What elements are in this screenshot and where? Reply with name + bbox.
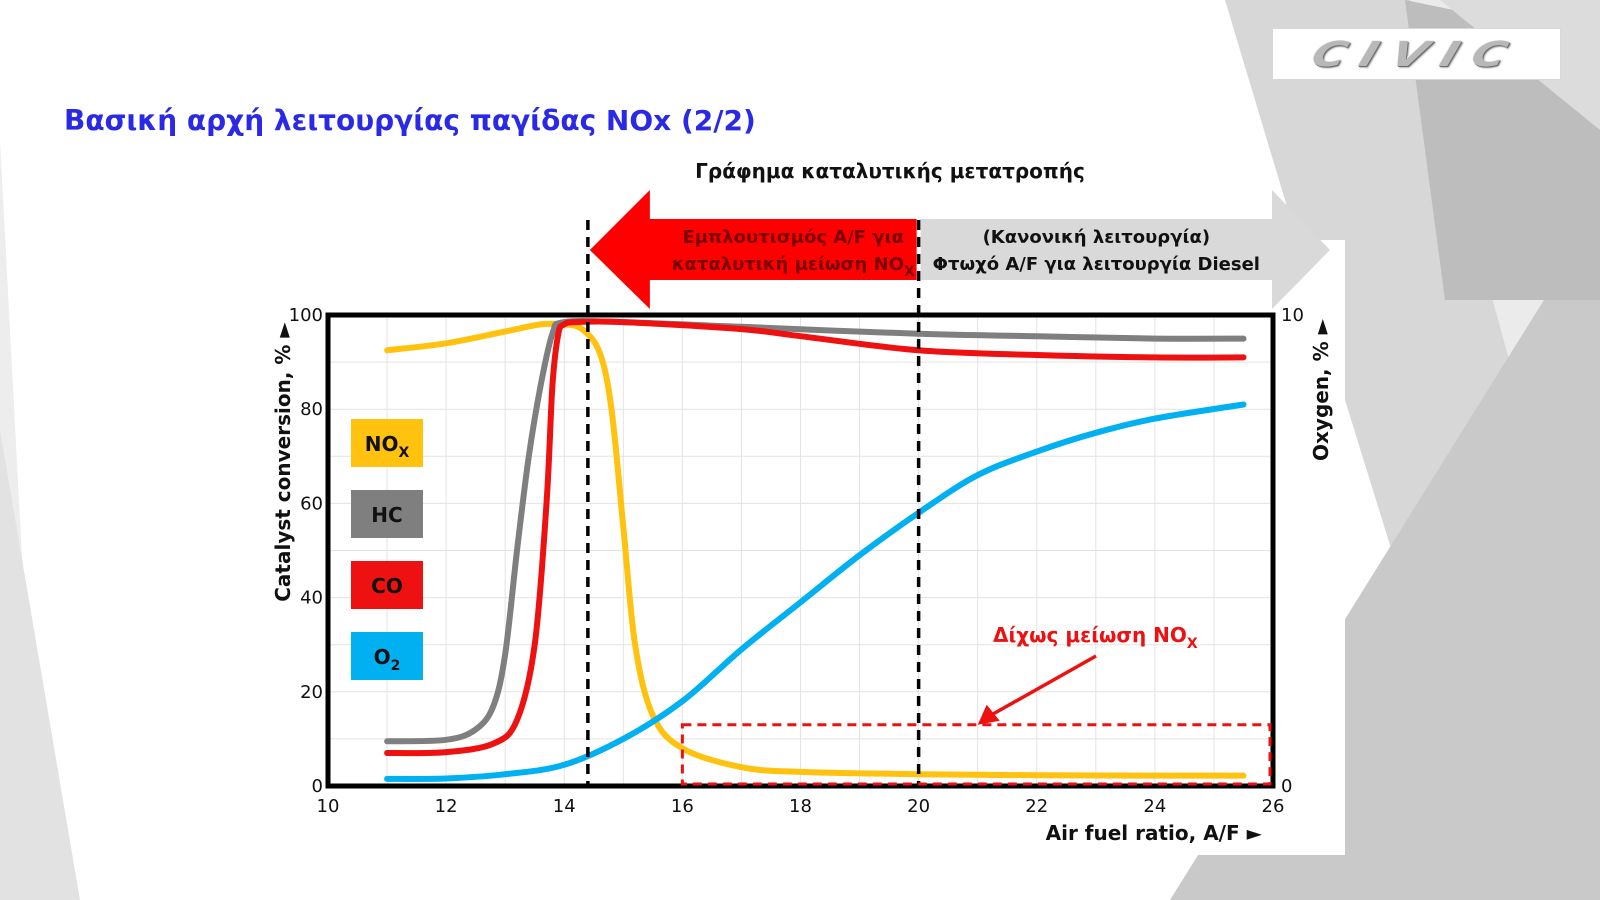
no-reduction-box	[680, 723, 1272, 786]
legend-swatch-nox	[351, 419, 423, 467]
legend-label-hc-main: HC	[371, 503, 402, 527]
x-tick-label: 12	[435, 796, 458, 817]
series-line-nox	[384, 320, 1247, 779]
y-tick-label: 100	[289, 305, 323, 326]
chart-overlays: Εμπλουτισμός A/F για καταλυτική μείωση NO…	[586, 190, 1330, 786]
x-tick-label: 20	[907, 796, 930, 817]
legend-swatch-hc	[351, 490, 423, 538]
x-tick-label: 18	[789, 796, 812, 817]
y-tick-label: 20	[300, 682, 323, 703]
x-tick-label: 16	[671, 796, 694, 817]
rich-arrow-text-line2: καταλυτική μείωση NOX	[672, 254, 915, 280]
legend-label-co: CO	[371, 574, 403, 598]
x-tick-label: 24	[1143, 796, 1166, 817]
y2-axis-title: Oxygen, % ►	[1309, 318, 1333, 461]
legend-label-hc: HC	[371, 503, 402, 527]
lean-arrow-text-line1: (Κανονική λειτουργία)	[983, 227, 1211, 248]
legend-swatch-o2	[351, 632, 423, 680]
series-line-hc	[384, 318, 1247, 745]
x-tick-label: 22	[1025, 796, 1048, 817]
y-tick-label: 60	[300, 493, 323, 514]
series-lines	[384, 318, 1247, 782]
slide-title: Βασική αρχή λειτουργίας παγίδας NOx (2/2…	[64, 104, 756, 137]
x-tick-label: 14	[553, 796, 576, 817]
legend-label-o2-main: O	[374, 645, 391, 669]
lean-af-arrow	[920, 190, 1330, 309]
rich-arrow-text-line2-subscript: X	[904, 264, 915, 280]
legend-label-o2: O2	[374, 645, 401, 674]
rich-arrow-text-line1: Εμπλουτισμός A/F για	[683, 227, 904, 248]
y-tick-label: 40	[300, 588, 323, 609]
lean-arrow-text-line2: Φτωχό A/F για λειτουργία Diesel	[933, 254, 1260, 275]
legend-label-o2-subscript: 2	[391, 658, 401, 674]
legend-label-co-main: CO	[371, 574, 403, 598]
annotation-label-main: Δίχως μείωση NO	[993, 623, 1187, 647]
annotation-arrow-head	[977, 704, 1000, 725]
bg-shape	[0, 430, 80, 900]
x-axis-title: Air fuel ratio, A/F ►	[1046, 821, 1263, 845]
legend-label-nox-subscript: X	[398, 445, 409, 461]
grid	[328, 315, 1273, 786]
rich-af-arrow	[589, 190, 917, 309]
y-tick-label: 80	[300, 399, 323, 420]
annotation-label-subscript: X	[1187, 636, 1198, 652]
series-line-co	[384, 318, 1247, 757]
plot-border	[325, 312, 1276, 789]
civic-logo: CIVIC	[1272, 28, 1561, 80]
annotation-arrow-line	[990, 654, 1097, 717]
y-axis-title: Catalyst conversion, % ►	[271, 322, 295, 602]
legend-swatch-co	[351, 561, 423, 609]
legend: NOX HC CO O2	[351, 419, 423, 680]
annotation-label: Δίχως μείωση NOX	[993, 623, 1198, 652]
legend-label-nox: NOX	[365, 432, 410, 461]
series-line-o2	[384, 401, 1247, 782]
y-tick-label: 0	[312, 776, 323, 797]
chart-title: Γράφημα καταλυτικής μετατροπής	[695, 159, 1085, 183]
y2-tick-label: 10	[1281, 305, 1304, 326]
y2-tick-label: 0	[1281, 776, 1292, 797]
x-tick-label: 10	[317, 796, 340, 817]
plot-frame	[325, 312, 1276, 789]
x-tick-label: 26	[1262, 796, 1285, 817]
rich-arrow-text-line2-main: καταλυτική μείωση NO	[672, 254, 904, 275]
legend-label-nox-main: NO	[365, 432, 399, 456]
